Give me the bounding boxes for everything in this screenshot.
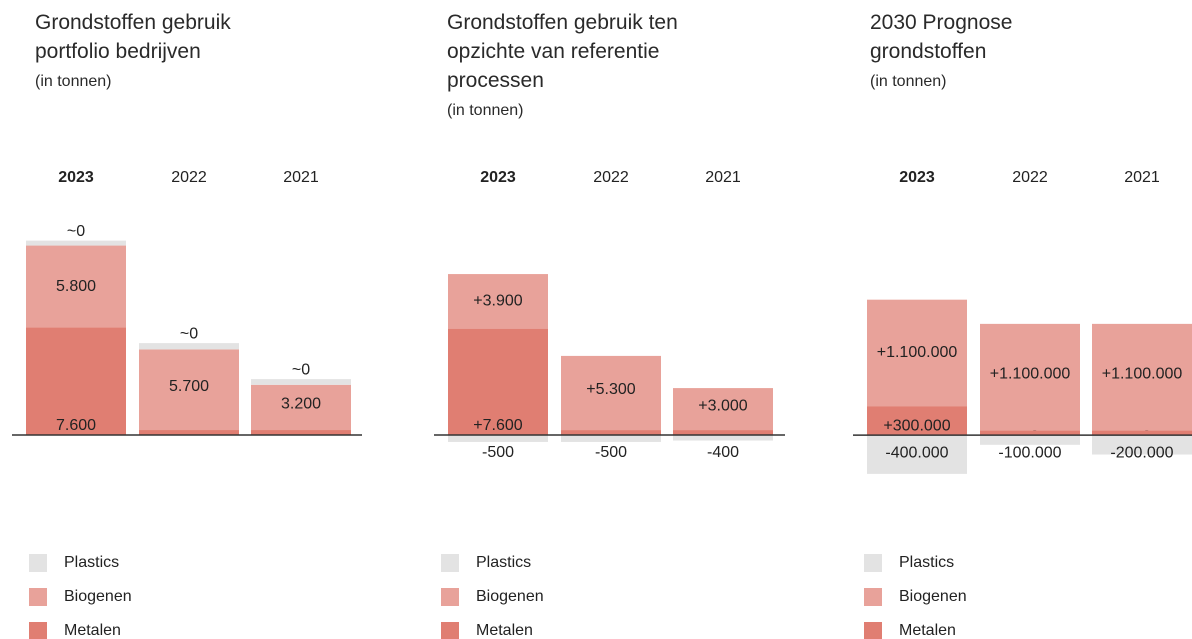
value-label: 5.700 bbox=[169, 378, 209, 395]
legend-label: Metalen bbox=[476, 622, 533, 639]
column-header: 2023 bbox=[480, 169, 516, 186]
value-label: ~0 bbox=[292, 361, 310, 378]
chart-title: Grondstoffen gebruik portfolio bedrijven bbox=[35, 11, 231, 63]
column-header: 2021 bbox=[283, 169, 319, 186]
chart-title: 2030 Prognose grondstoffen bbox=[870, 11, 1013, 63]
bar-segment bbox=[980, 323, 1080, 431]
chart-title: Grondstoffen gebruik ten opzichte van re… bbox=[447, 11, 678, 92]
chart-heading: Grondstoffen gebruik ten opzichte van re… bbox=[447, 8, 747, 123]
bar-segment bbox=[867, 435, 967, 474]
legend-label: Plastics bbox=[899, 554, 954, 571]
bar-segment bbox=[26, 245, 126, 328]
value-label: -200.000 bbox=[1110, 444, 1173, 461]
value-label: +1.100.000 bbox=[1102, 365, 1183, 382]
legend-swatch bbox=[441, 622, 459, 639]
value-label: +3.900 bbox=[473, 293, 522, 310]
bar-segment bbox=[139, 349, 239, 431]
legend-swatch bbox=[29, 588, 47, 606]
bar-segment bbox=[139, 430, 239, 435]
legend-label: Plastics bbox=[476, 554, 531, 571]
legend-label: Metalen bbox=[899, 622, 956, 639]
bar-segment bbox=[561, 434, 661, 442]
column-header: 2023 bbox=[899, 169, 935, 186]
bar-segment bbox=[1092, 435, 1192, 455]
legend-swatch bbox=[441, 588, 459, 606]
legend-label: Metalen bbox=[64, 622, 121, 639]
column-header: 2022 bbox=[1012, 169, 1048, 186]
value-label: -400.000 bbox=[885, 444, 948, 461]
bar-segment bbox=[251, 430, 351, 435]
column-header: 2022 bbox=[171, 169, 207, 186]
bar-segment bbox=[980, 430, 1080, 436]
value-label: 7.600 bbox=[56, 417, 96, 434]
value-label: +3.000 bbox=[698, 397, 747, 414]
legend-swatch bbox=[29, 554, 47, 572]
value-label: +1.100.000 bbox=[877, 344, 958, 361]
bar-segment bbox=[448, 434, 548, 442]
bar-segment bbox=[139, 343, 239, 350]
column-header: 2021 bbox=[705, 169, 741, 186]
legend-label: Biogenen bbox=[476, 588, 544, 605]
value-label: 5.800 bbox=[56, 278, 96, 295]
value-label: -500 bbox=[595, 444, 627, 461]
column-header: 2021 bbox=[1124, 169, 1160, 186]
bar-segment bbox=[448, 328, 548, 435]
bar-segment bbox=[26, 327, 126, 435]
value-label: +5.300 bbox=[586, 381, 635, 398]
chart-heading: 2030 Prognose grondstoffen (in tonnen) bbox=[870, 8, 1070, 94]
bar-segment bbox=[561, 355, 661, 431]
legend-label: Biogenen bbox=[64, 588, 132, 605]
value-label: +7.600 bbox=[473, 417, 522, 434]
bar-segment bbox=[867, 406, 967, 436]
bar-segment bbox=[673, 430, 773, 435]
chart-heading: Grondstoffen gebruik portfolio bedrijven… bbox=[35, 8, 285, 94]
chart-subtitle: (in tonnen) bbox=[870, 73, 947, 90]
bar-segment bbox=[26, 240, 126, 246]
legend-swatch bbox=[864, 622, 882, 639]
legend-swatch bbox=[441, 554, 459, 572]
legend-label: Plastics bbox=[64, 554, 119, 571]
chart-subtitle: (in tonnen) bbox=[447, 102, 524, 119]
value-label: ~0 bbox=[67, 223, 85, 240]
bar-segment bbox=[673, 388, 773, 431]
value-label: -400 bbox=[707, 444, 739, 461]
value-label: 3.200 bbox=[281, 396, 321, 413]
bar-segment bbox=[561, 430, 661, 435]
value-label: -500 bbox=[482, 444, 514, 461]
legend-swatch bbox=[29, 622, 47, 639]
legend-label: Biogenen bbox=[899, 588, 967, 605]
value-label: +1.100.000 bbox=[990, 365, 1071, 382]
legend-swatch bbox=[864, 588, 882, 606]
bar-segment bbox=[251, 379, 351, 385]
column-header: 2022 bbox=[593, 169, 629, 186]
bar-segment bbox=[1092, 430, 1192, 436]
bar-segment bbox=[980, 435, 1080, 445]
chart-subtitle: (in tonnen) bbox=[35, 73, 112, 90]
column-header: 2023 bbox=[58, 169, 94, 186]
bar-segment bbox=[867, 299, 967, 407]
legend-swatch bbox=[864, 554, 882, 572]
value-label: +300.000 bbox=[883, 417, 950, 434]
value-label: ~0 bbox=[180, 325, 198, 342]
bar-segment bbox=[673, 434, 773, 441]
value-label: -100.000 bbox=[998, 444, 1061, 461]
bar-segment bbox=[1092, 323, 1192, 431]
bar-segment bbox=[448, 274, 548, 329]
bar-segment bbox=[251, 384, 351, 431]
